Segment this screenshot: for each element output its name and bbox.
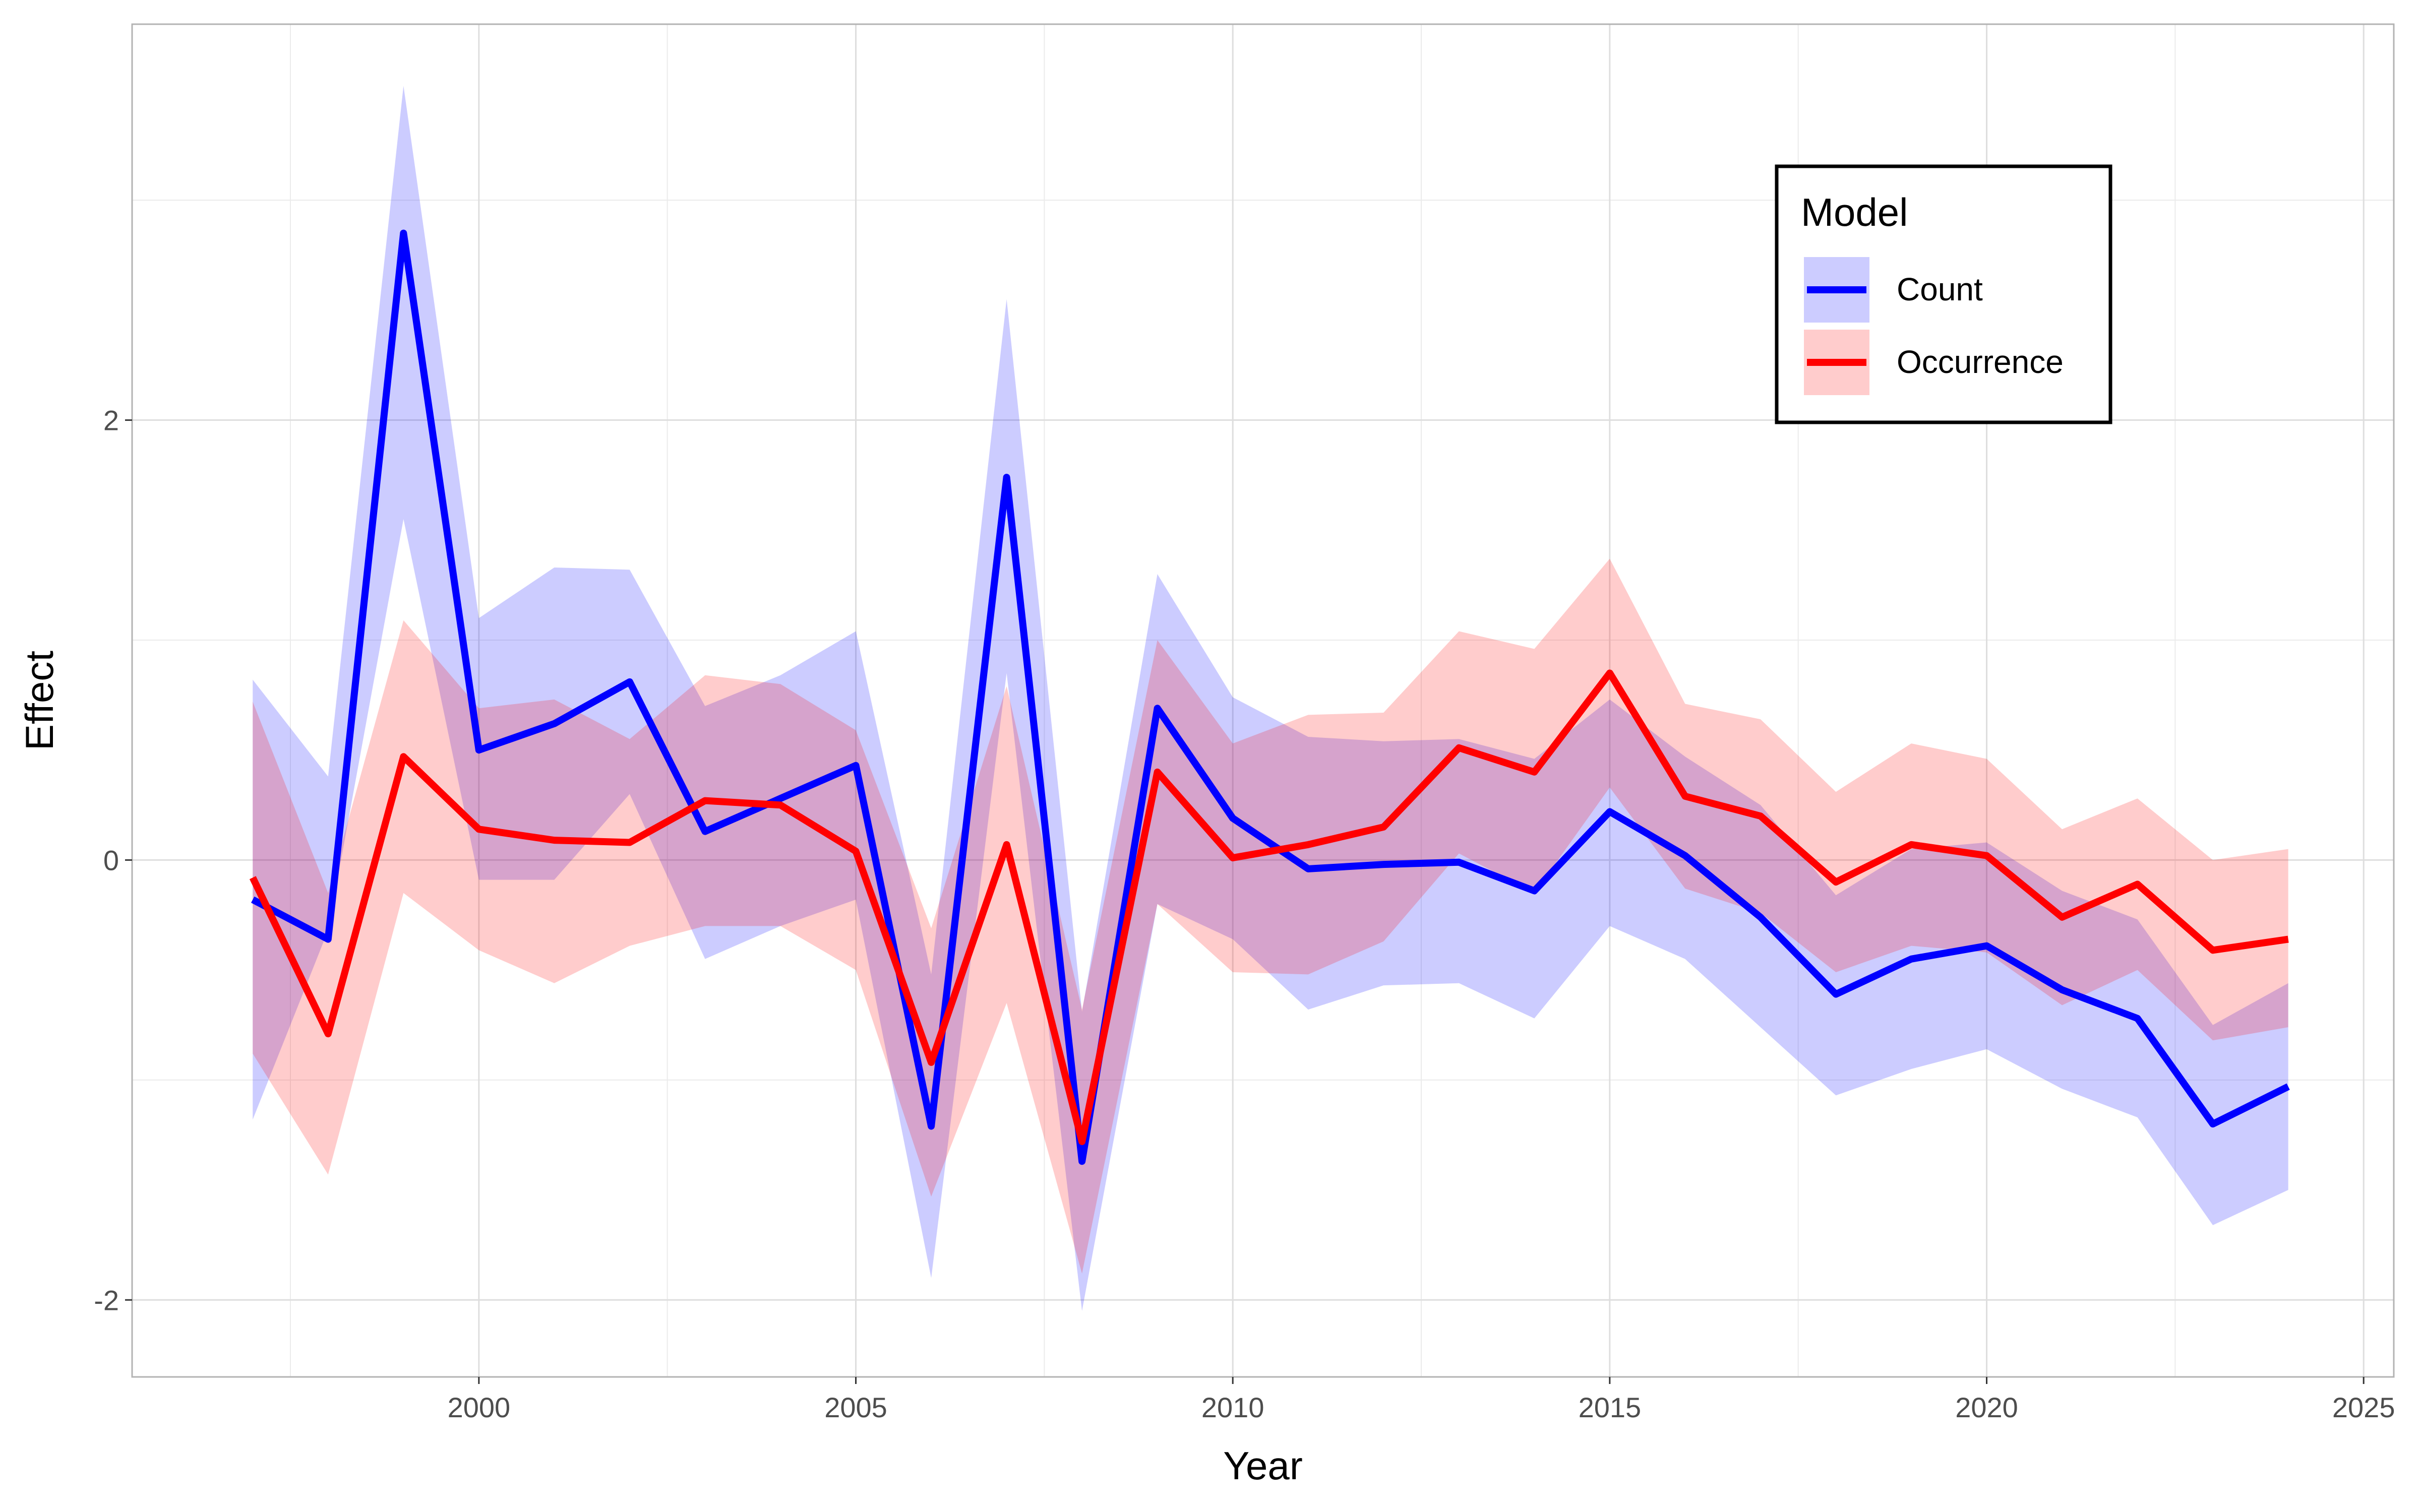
series-lines bbox=[249, 229, 2290, 1165]
confidence-bands bbox=[253, 86, 2288, 1311]
x-axis-title: Year bbox=[1223, 1443, 1303, 1488]
y-tick-label: 0 bbox=[103, 844, 119, 876]
panel-border bbox=[131, 23, 2395, 1378]
legend: Model Count Occurrence bbox=[1775, 164, 2112, 424]
x-tick-label: 2025 bbox=[2332, 1392, 2395, 1423]
confidence-band-occurrence bbox=[253, 558, 2288, 1274]
major-gridlines bbox=[132, 24, 2394, 1377]
x-tick-label: 2010 bbox=[1201, 1392, 1264, 1423]
y-tick-label: -2 bbox=[94, 1284, 119, 1316]
x-tick-label: 2020 bbox=[1955, 1392, 2018, 1423]
legend-item-count: Count bbox=[1804, 257, 1983, 323]
y-tick-label: 2 bbox=[103, 405, 119, 436]
x-tick-label: 2000 bbox=[448, 1392, 511, 1423]
y-axis-title: Effect bbox=[17, 651, 62, 750]
legend-label: Count bbox=[1897, 271, 1983, 307]
legend-box bbox=[1775, 164, 2112, 424]
legend-items: Count Occurrence bbox=[1804, 257, 2064, 395]
x-tick-label: 2005 bbox=[824, 1392, 887, 1423]
x-tick-label: 2015 bbox=[1579, 1392, 1642, 1423]
legend-label: Occurrence bbox=[1897, 344, 2064, 380]
y-axis-ticks: -2 0 2 bbox=[94, 405, 132, 1316]
legend-item-occurrence: Occurrence bbox=[1804, 330, 2064, 395]
series-line-count bbox=[251, 229, 2290, 1165]
series-line-occurrence bbox=[249, 669, 2289, 1146]
legend-title: Model bbox=[1801, 190, 1908, 234]
confidence-band-count bbox=[253, 86, 2288, 1311]
x-axis-ticks: 2000 2005 2010 2015 2020 2025 bbox=[448, 1377, 2395, 1423]
